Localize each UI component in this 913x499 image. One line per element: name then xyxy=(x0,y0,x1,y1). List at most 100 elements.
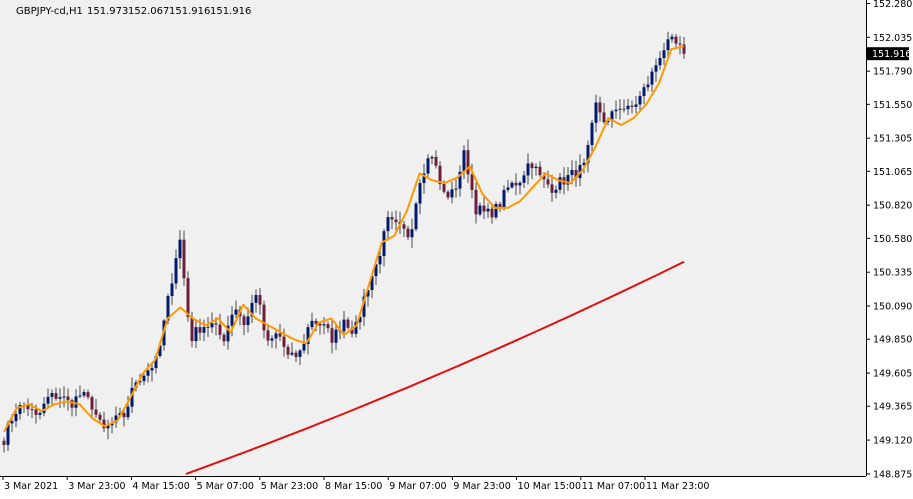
candle-body xyxy=(466,150,470,175)
candle-body xyxy=(534,166,538,169)
candle-body xyxy=(382,231,386,257)
candle-body xyxy=(310,320,314,328)
time-tick-label: 4 Mar 15:00 xyxy=(132,481,189,492)
candle-body xyxy=(234,309,238,315)
time-tick-label: 3 Mar 23:00 xyxy=(68,481,125,492)
price-tag-background xyxy=(867,47,909,61)
candle-body xyxy=(394,219,398,223)
candle-body xyxy=(602,112,606,123)
candle-body xyxy=(154,356,158,369)
price-tick-label: 149.120 xyxy=(873,436,912,447)
candle-body xyxy=(230,314,234,326)
candle-body xyxy=(86,392,90,398)
price-tick-label: 152.280 xyxy=(873,0,912,10)
candle-body xyxy=(522,175,526,183)
candle-body xyxy=(546,179,550,185)
candle-body xyxy=(246,316,250,326)
candle-body xyxy=(638,96,642,105)
candle-body xyxy=(614,109,618,112)
low-value: 151.916 xyxy=(169,6,210,17)
candle-body xyxy=(46,396,50,404)
candle-body xyxy=(34,409,38,415)
candle-body xyxy=(450,189,454,198)
candle-body xyxy=(210,323,214,328)
candle-body xyxy=(482,205,486,212)
price-tick-label: 151.790 xyxy=(873,67,912,78)
candle-body xyxy=(402,224,406,229)
candle-body xyxy=(630,105,634,107)
candle-body xyxy=(30,409,34,411)
candle-body xyxy=(326,324,330,329)
candle-body xyxy=(166,295,170,321)
candle-body xyxy=(454,188,458,190)
candle-body xyxy=(278,333,282,337)
candle-body xyxy=(470,174,474,190)
candle-body xyxy=(462,150,466,172)
candle-body xyxy=(258,294,262,305)
moving-averages-group xyxy=(3,45,685,475)
time-tick-label: 9 Mar 07:00 xyxy=(389,481,446,492)
candle-body xyxy=(82,392,86,396)
candle-body xyxy=(106,425,110,429)
candle-body xyxy=(190,317,194,342)
candle-body xyxy=(498,203,502,208)
candle-body xyxy=(618,108,622,110)
candle-body xyxy=(422,173,426,184)
candle-body xyxy=(262,304,266,331)
candle-body xyxy=(494,203,498,218)
time-tick-label: 5 Mar 23:00 xyxy=(261,481,318,492)
candle-body xyxy=(426,158,430,174)
candle-body xyxy=(158,345,162,357)
candle-body xyxy=(446,191,450,198)
candle-body xyxy=(142,375,146,382)
candle-body xyxy=(102,419,106,429)
candle-body xyxy=(174,258,178,284)
candle-body xyxy=(486,208,490,212)
candle-body xyxy=(478,205,482,215)
candle-body xyxy=(286,346,290,355)
candle-body xyxy=(130,387,134,407)
candle-body xyxy=(350,327,354,334)
candle-body xyxy=(178,239,182,259)
candle-body xyxy=(570,169,574,176)
time-tick-label: 11 Mar 23:00 xyxy=(646,481,709,492)
candle-body xyxy=(414,203,418,230)
candle-body xyxy=(658,58,662,66)
time-tick-label: 8 Mar 15:00 xyxy=(325,481,382,492)
candle-body xyxy=(678,43,682,45)
candle-body xyxy=(386,217,390,232)
candle-body xyxy=(622,108,626,110)
candle-body xyxy=(358,316,362,323)
price-tick-label: 152.035 xyxy=(873,33,912,44)
candle-body xyxy=(146,370,150,376)
candle-body xyxy=(126,406,130,418)
price-tick-label: 149.850 xyxy=(873,335,912,346)
candle-body xyxy=(610,111,614,121)
candle-body xyxy=(530,163,534,169)
candle-body xyxy=(646,84,650,88)
candle-body xyxy=(254,294,258,303)
candle-body xyxy=(74,396,78,408)
candle-body xyxy=(366,290,370,297)
candle-body xyxy=(322,324,326,326)
candle-body xyxy=(282,336,286,347)
candle-body xyxy=(574,169,578,179)
candle-body xyxy=(202,327,206,333)
candle-body xyxy=(42,403,46,413)
candle-body xyxy=(18,405,22,415)
candle-body xyxy=(642,87,646,97)
high-value: 152.067 xyxy=(128,6,169,17)
current-price-tag: 151.916 xyxy=(867,47,911,61)
price-tick-label: 149.365 xyxy=(873,402,912,413)
candle-body xyxy=(58,397,62,399)
price-tick-label: 151.065 xyxy=(873,167,912,178)
candle-body xyxy=(670,36,674,40)
candle-body xyxy=(474,189,478,215)
candle-body xyxy=(526,163,530,176)
candle-body xyxy=(94,409,98,415)
time-axis: 3 Mar 2021 3 Mar 23:00 4 Mar 15:00 5 Mar 07… xyxy=(2,476,709,492)
candle-body xyxy=(62,396,66,398)
time-tick-label: 5 Mar 07:00 xyxy=(197,481,254,492)
